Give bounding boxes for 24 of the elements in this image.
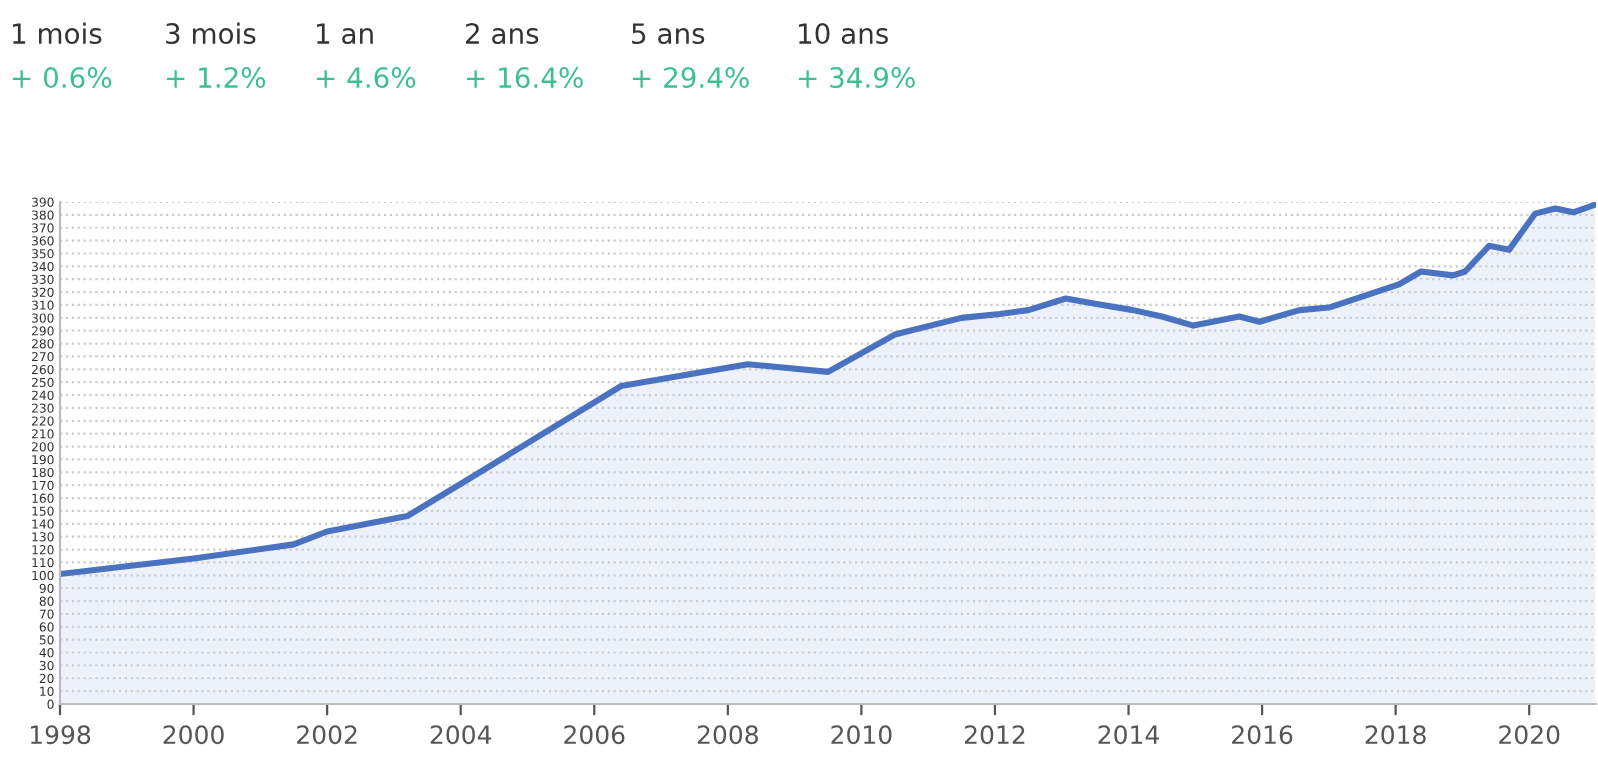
text: 10 ans	[799, 23, 888, 45]
x-tick-label: 2012	[964, 725, 1025, 745]
x-tick-label: 2004	[430, 725, 492, 745]
x-tick-label: 2002	[297, 725, 357, 745]
x-tick-label: 1998	[30, 725, 91, 745]
text: + 0.6%	[12, 67, 112, 89]
text: + 34.9%	[798, 67, 915, 89]
text: 1 mois	[13, 22, 102, 45]
text: + 4.6%	[316, 67, 416, 89]
x-tick-label: 2006	[564, 725, 625, 745]
x-tick-label: 2014	[1098, 725, 1159, 745]
text: 2 ans	[466, 23, 539, 45]
text: 5 ans	[632, 23, 705, 45]
text: + 1.2%	[166, 67, 266, 89]
x-tick-label: 2016	[1232, 725, 1293, 745]
text: + 16.4%	[466, 67, 583, 89]
text: 3 mois	[166, 22, 256, 45]
x-tick-label: 2020	[1499, 725, 1560, 745]
x-tick-label: 2008	[697, 725, 758, 745]
x-tick-label: 2000	[163, 725, 224, 745]
text: 1 an	[317, 23, 373, 45]
x-tick-label: 2010	[831, 725, 892, 745]
text: + 29.4%	[632, 67, 749, 89]
x-tick-label: 2018	[1365, 725, 1426, 745]
